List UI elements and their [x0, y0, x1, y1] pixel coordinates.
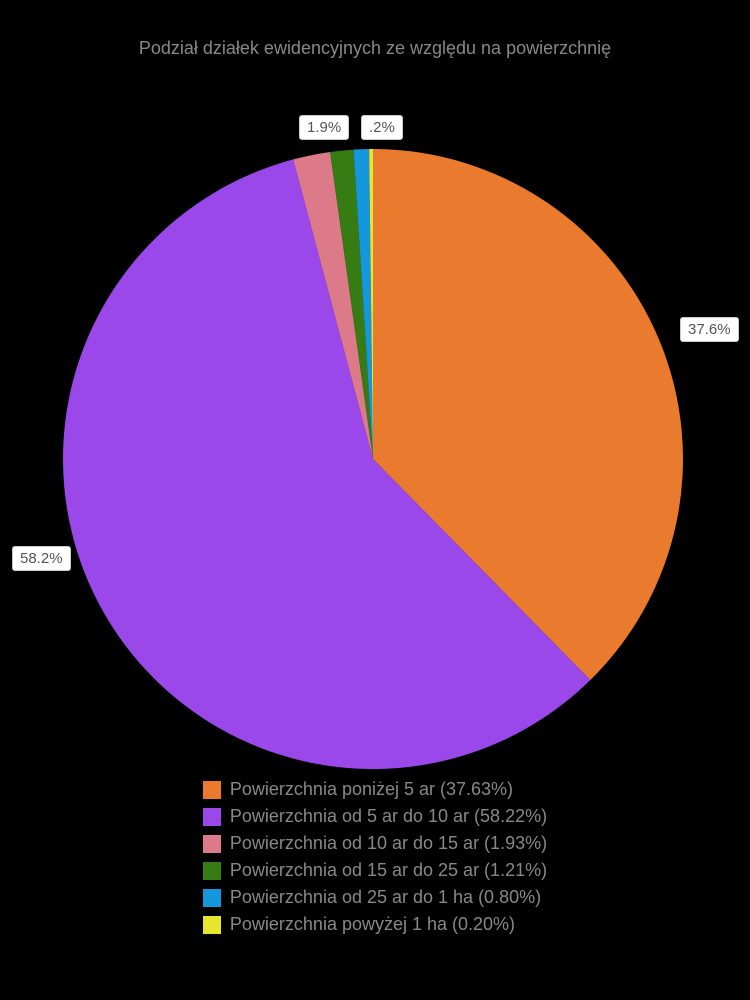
- pct-label: 58.2%: [12, 546, 71, 571]
- legend-text: Powierzchnia od 10 ar do 15 ar (1.93%): [230, 833, 547, 854]
- legend-text: Powierzchnia poniżej 5 ar (37.63%): [230, 779, 513, 800]
- legend-text: Powierzchnia od 5 ar do 10 ar (58.22%): [230, 806, 547, 827]
- legend-swatch: [203, 835, 221, 853]
- legend-item: Powierzchnia od 25 ar do 1 ha (0.80%): [203, 887, 541, 908]
- legend-item: Powierzchnia od 5 ar do 10 ar (58.22%): [203, 806, 547, 827]
- legend-item: Powierzchnia od 15 ar do 25 ar (1.21%): [203, 860, 547, 881]
- legend-swatch: [203, 916, 221, 934]
- pie-svg: [0, 59, 750, 779]
- legend-swatch: [203, 808, 221, 826]
- legend-swatch: [203, 889, 221, 907]
- legend-text: Powierzchnia od 15 ar do 25 ar (1.21%): [230, 860, 547, 881]
- legend-swatch: [203, 862, 221, 880]
- legend-item: Powierzchnia powyżej 1 ha (0.20%): [203, 914, 515, 935]
- pct-label: 37.6%: [680, 317, 739, 342]
- legend-text: Powierzchnia powyżej 1 ha (0.20%): [230, 914, 515, 935]
- pct-label: 1.9%: [299, 115, 349, 140]
- pie-chart: 37.6% 58.2% 1.9% .2%: [0, 59, 750, 779]
- legend-item: Powierzchnia poniżej 5 ar (37.63%): [203, 779, 513, 800]
- pct-label: .2%: [361, 115, 403, 140]
- legend-swatch: [203, 781, 221, 799]
- legend-text: Powierzchnia od 25 ar do 1 ha (0.80%): [230, 887, 541, 908]
- chart-title: Podział działek ewidencyjnych ze względu…: [139, 38, 611, 59]
- legend: Powierzchnia poniżej 5 ar (37.63%) Powier…: [0, 779, 750, 935]
- chart-container: Podział działek ewidencyjnych ze względu…: [0, 0, 750, 1000]
- legend-item: Powierzchnia od 10 ar do 15 ar (1.93%): [203, 833, 547, 854]
